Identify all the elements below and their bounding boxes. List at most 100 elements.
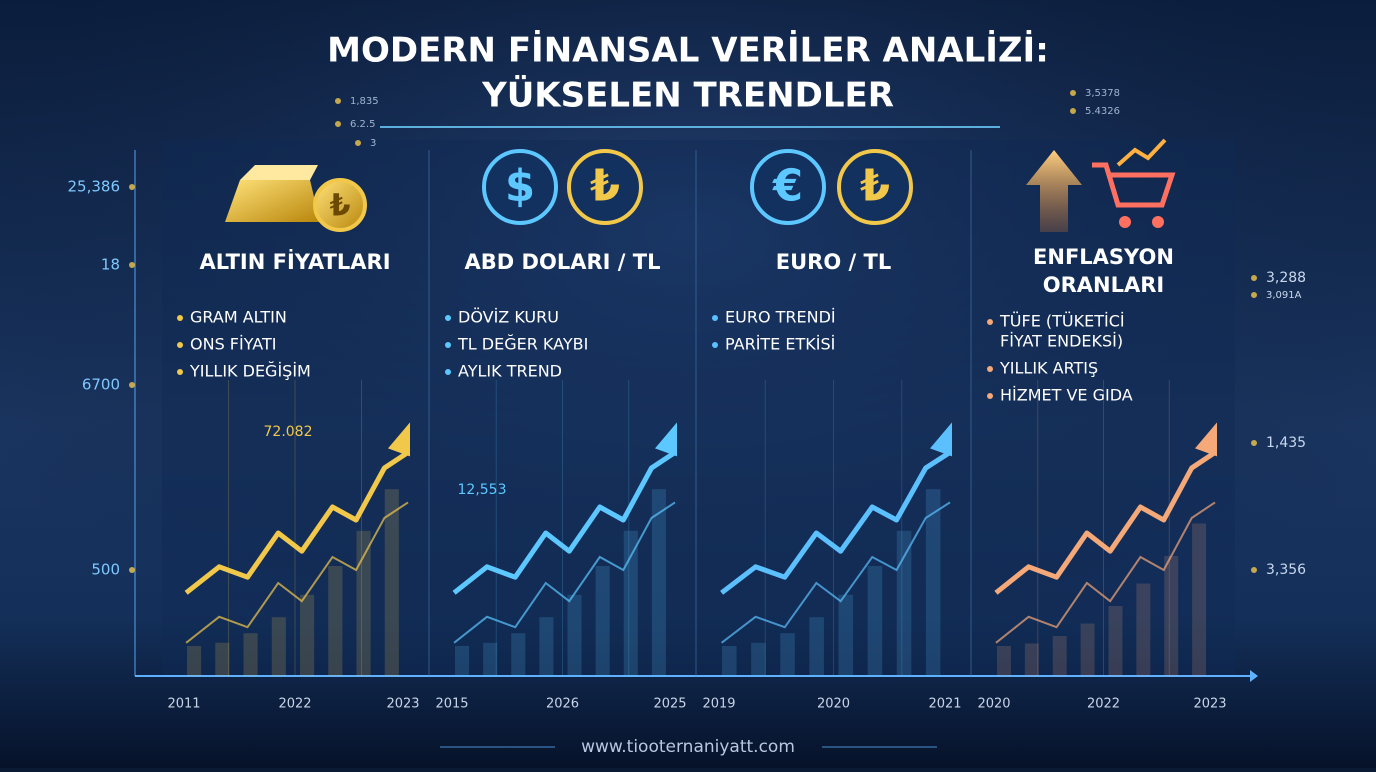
- x-label: 2022: [1087, 697, 1120, 712]
- side-dot: [1251, 275, 1257, 281]
- trend-line: [994, 450, 1217, 595]
- side-dot: [1070, 90, 1076, 96]
- coin-symbol: ₺: [590, 162, 620, 212]
- x-label: 2021: [928, 697, 961, 712]
- trend-line: [720, 450, 952, 595]
- background-bar: [539, 617, 554, 676]
- side-dot: [129, 262, 135, 268]
- background-bar: [722, 646, 737, 676]
- background-bar: [455, 646, 470, 676]
- bullet-dot: [177, 369, 183, 375]
- background-bar: [651, 489, 666, 676]
- background-bar: [328, 566, 343, 676]
- gold-bar-icon: [225, 180, 320, 222]
- coin-icon: [313, 178, 367, 232]
- trend-arrowhead: [930, 422, 952, 457]
- background-bar: [300, 594, 315, 676]
- side-dot: [1070, 108, 1076, 114]
- background-bar: [215, 642, 230, 676]
- panel-heading: ALTIN FİYATLARI: [199, 249, 390, 274]
- bullet-text: FİYAT ENDEKSİ): [1000, 332, 1123, 351]
- cart-icon: [1116, 138, 1167, 167]
- trend-line-secondary: [185, 501, 409, 644]
- x-label: 2019: [702, 697, 735, 712]
- background-bar: [356, 530, 371, 676]
- trend-arrowhead: [655, 422, 677, 457]
- cart-icon: [1092, 162, 1176, 208]
- bullet-text: TÜFE (TÜKETİCİ: [999, 312, 1125, 331]
- footer-url: www.tiooternaniyatt.com: [581, 737, 795, 757]
- trend-arrowhead: [388, 422, 410, 457]
- bullet-text: EURO TRENDİ: [725, 308, 836, 327]
- background-bar: [1192, 523, 1207, 676]
- bullet-text: YILLIK DEĞİŞİM: [189, 362, 311, 381]
- trend-line-secondary: [453, 501, 676, 644]
- bullet-dot: [712, 342, 718, 348]
- bullet-dot: [445, 342, 451, 348]
- bullet-text: GRAM ALTIN: [190, 308, 287, 327]
- up-arrow-icon: [1026, 150, 1082, 232]
- background-bar: [271, 617, 286, 676]
- background-bar: [838, 594, 854, 676]
- background-bar: [623, 530, 638, 676]
- side-dot: [355, 140, 361, 146]
- cart-icon: [1152, 216, 1164, 228]
- background-bar: [997, 646, 1011, 676]
- side-label: 5.4326: [1085, 106, 1120, 117]
- background-bar: [384, 489, 399, 676]
- bullet-dot: [712, 315, 718, 321]
- coin-symbol: ₺: [330, 189, 351, 224]
- side-label: 1,835: [350, 96, 379, 107]
- background-bar: [567, 594, 582, 676]
- background-bar: [1164, 556, 1179, 676]
- x-label: 2023: [386, 697, 419, 712]
- value-label: 12,553: [458, 482, 507, 498]
- bullet-dot: [445, 315, 451, 321]
- background-bar: [595, 566, 610, 676]
- coin-icon: [837, 149, 913, 225]
- coin-icon: [482, 149, 558, 225]
- x-label: 2025: [653, 697, 686, 712]
- cart-icon: [1119, 216, 1131, 228]
- trend-line: [452, 450, 677, 595]
- side-dot: [335, 98, 341, 104]
- side-label: 25,386: [68, 178, 121, 196]
- x-label: 2020: [817, 697, 850, 712]
- gold-bar-icon: [240, 165, 318, 180]
- background-bar: [1052, 636, 1067, 676]
- x-label: 2011: [167, 697, 200, 712]
- side-label: 3,288: [1266, 270, 1306, 286]
- side-dot: [1251, 292, 1257, 298]
- side-label: 1,435: [1266, 435, 1306, 451]
- background-bar: [1024, 643, 1039, 676]
- background-bar: [780, 633, 795, 676]
- side-label: 3,356: [1266, 562, 1306, 578]
- background-bar: [511, 633, 526, 676]
- bullet-dot: [987, 393, 993, 399]
- bullet-dot: [987, 319, 993, 325]
- title: YÜKSELEN TRENDLER: [481, 75, 894, 116]
- axis-arrow: [1250, 670, 1258, 682]
- bullet-text: YILLIK ARTIŞ: [999, 359, 1098, 378]
- bullet-dot: [177, 342, 183, 348]
- side-label: 3,5378: [1085, 88, 1120, 99]
- side-label: 500: [91, 561, 120, 579]
- background-bar: [243, 633, 258, 676]
- side-dot: [129, 184, 135, 190]
- trend-line-secondary: [995, 501, 1216, 644]
- side-dot: [129, 382, 135, 388]
- coin-icon: [567, 149, 643, 225]
- side-label: 3: [370, 138, 376, 149]
- side-label: 18: [101, 256, 120, 274]
- background-bar: [187, 646, 202, 676]
- panel-heading: ORANLARI: [1043, 273, 1164, 297]
- panel-heading: ENFLASYON: [1033, 245, 1174, 269]
- coin-icon: [750, 149, 826, 225]
- coin-symbol: $: [505, 162, 535, 212]
- background-bar: [867, 566, 883, 676]
- bullet-text: AYLIK TREND: [458, 362, 562, 381]
- background-bar: [1108, 606, 1123, 676]
- background-bar: [809, 617, 824, 676]
- panel-heading: EURO / TL: [776, 250, 891, 274]
